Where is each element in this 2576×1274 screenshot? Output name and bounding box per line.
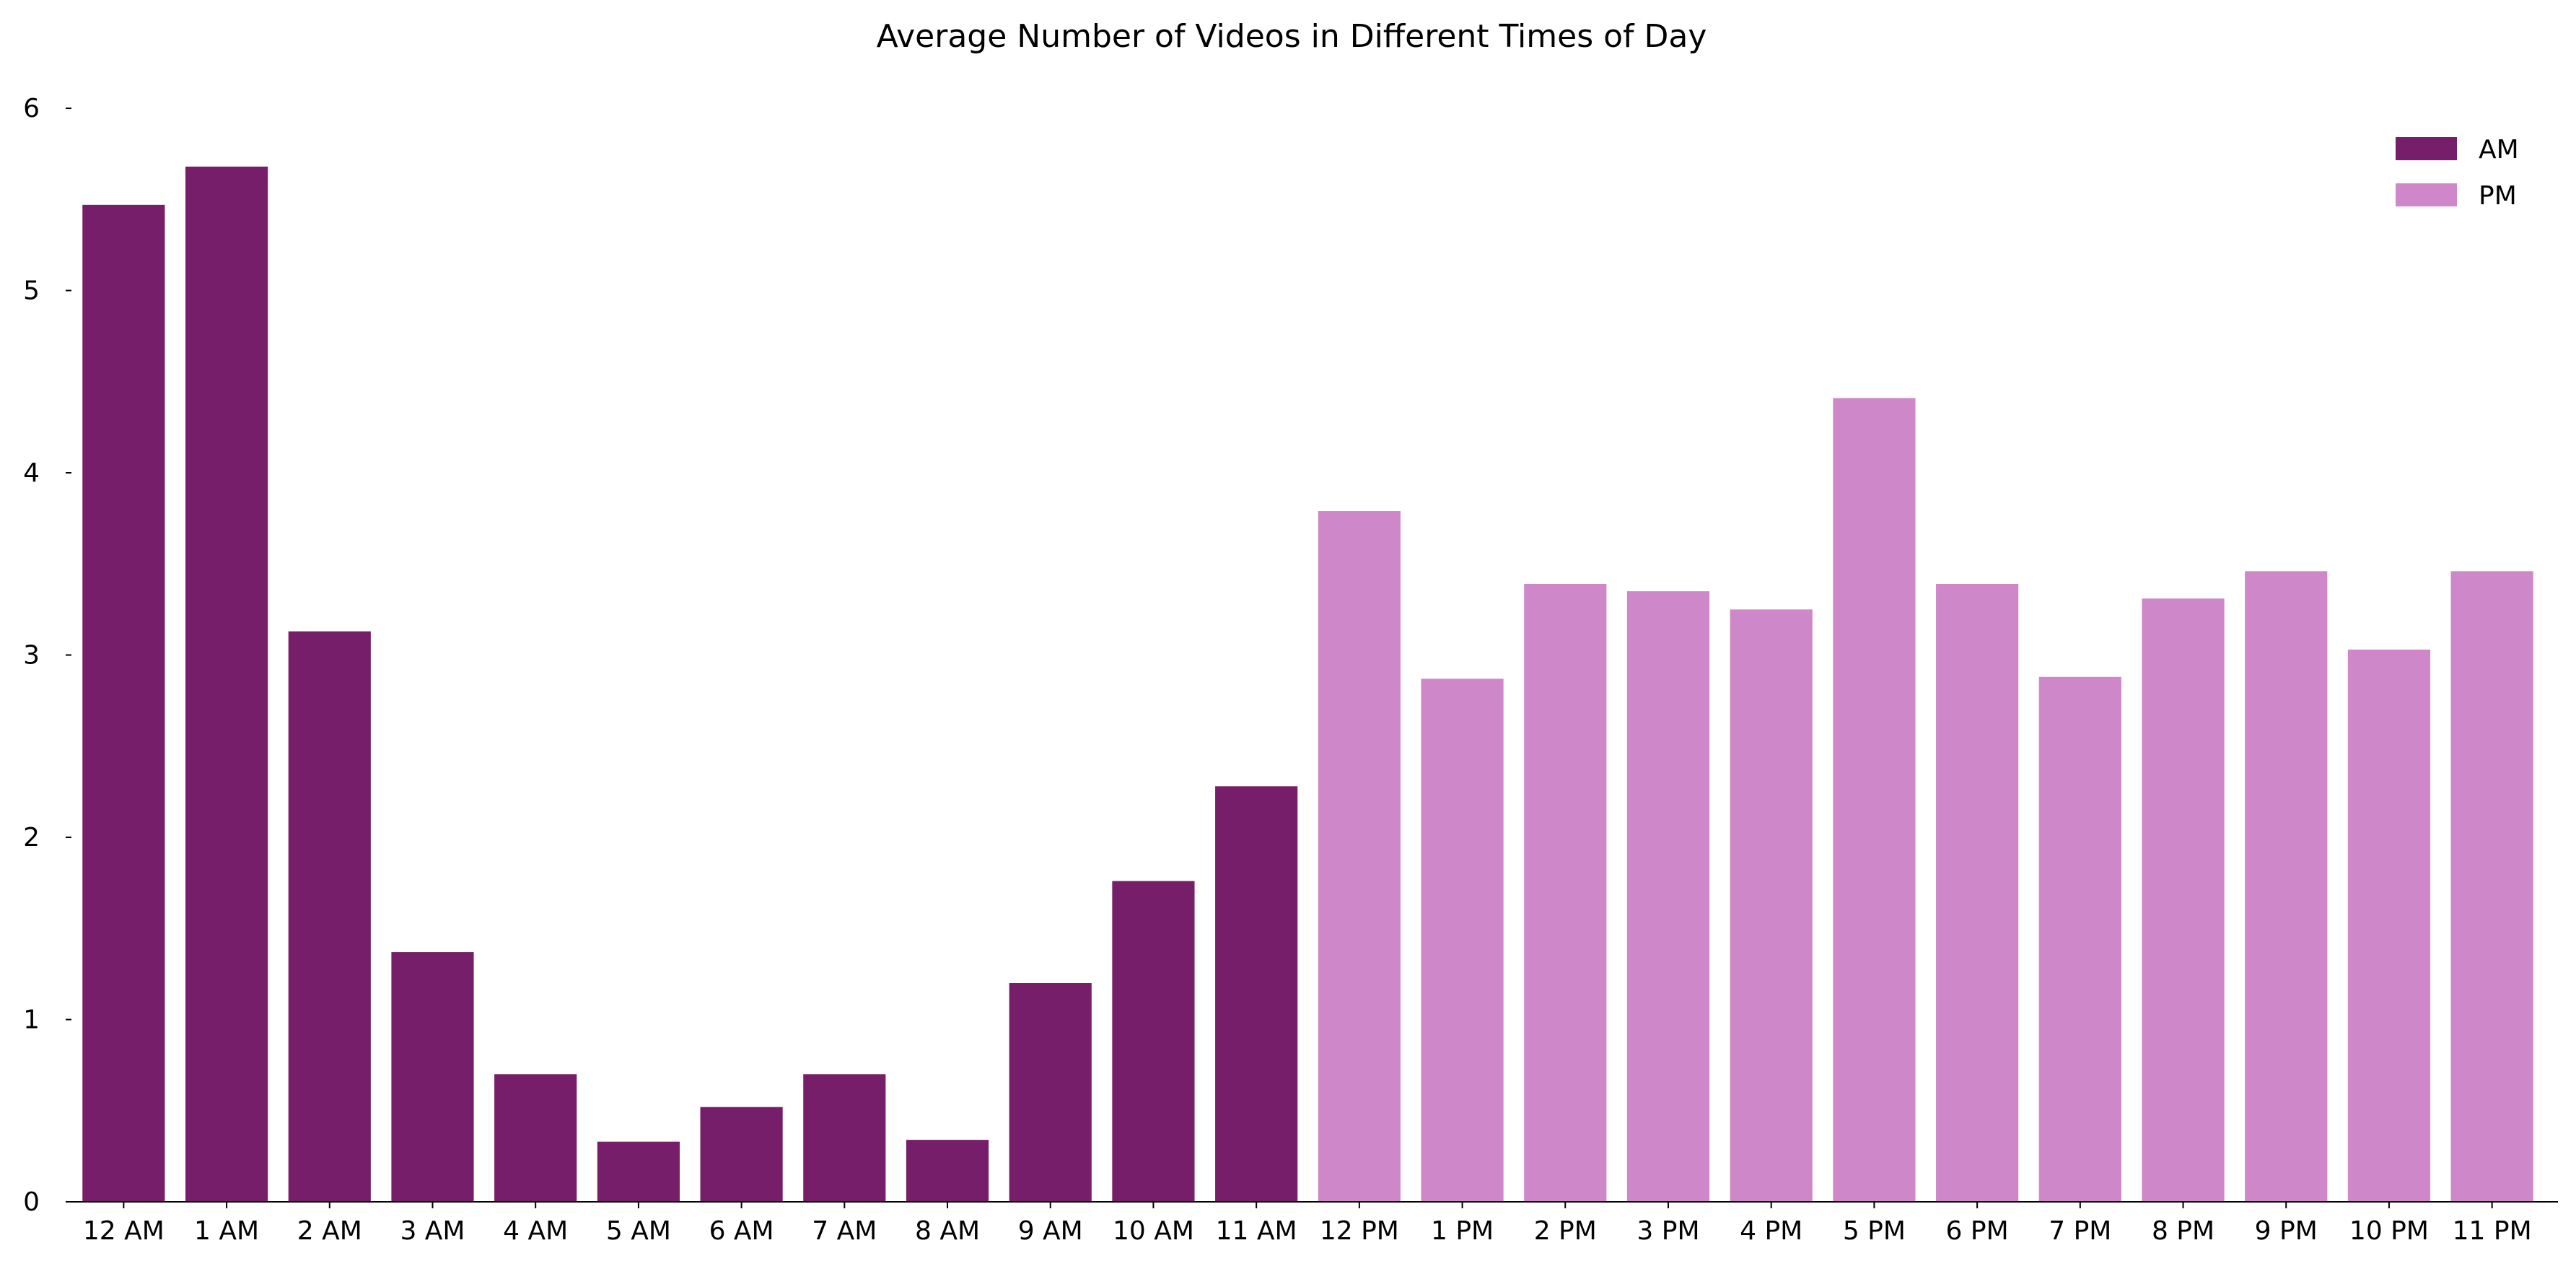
bar-4-pm [1730,609,1813,1202]
legend-swatch-pm [2396,183,2457,206]
x-tick-label: 11 AM [1216,1216,1297,1246]
x-tick-label: 7 AM [812,1216,877,1246]
y-tick-label: 6 [23,94,40,123]
bar-7-am [803,1074,886,1202]
x-tick-label: 2 AM [297,1216,362,1246]
chart-title: Average Number of Videos in Different Ti… [877,18,1707,55]
x-tick-label: 11 PM [2453,1216,2532,1246]
x-tick-label: 12 AM [83,1216,165,1246]
x-tick-label: 9 AM [1018,1216,1083,1246]
x-tick-label: 12 PM [1320,1216,1399,1246]
x-tick-label: 5 PM [1843,1216,1906,1246]
legend-swatch-am [2396,137,2457,160]
x-tick-label: 1 PM [1431,1216,1494,1246]
y-tick-label: 4 [23,458,40,488]
bar-9-pm [2245,571,2328,1202]
bar-1-am [185,166,268,1202]
x-tick-label: 5 AM [606,1216,671,1246]
bar-2-am [288,631,371,1202]
x-tick-label: 3 PM [1637,1216,1699,1246]
y-tick-label: 1 [23,1005,40,1035]
bar-5-am [597,1141,680,1202]
bar-9-am [1009,983,1092,1202]
bar-3-pm [1626,591,1710,1202]
legend-label-am: AM [2479,135,2519,165]
bars-group [82,166,2533,1203]
x-tick-label: 8 PM [2152,1216,2214,1246]
y-tick-label: 3 [23,641,40,671]
bar-11-am [1215,786,1298,1202]
bar-6-am [700,1107,783,1202]
x-tick-label: 7 PM [2049,1216,2111,1246]
y-tick-label: 2 [23,823,40,852]
x-tick-label: 9 PM [2255,1216,2318,1246]
legend: AM PM [2396,135,2519,211]
bar-6-pm [1936,584,2019,1202]
bar-1-pm [1421,679,1504,1202]
bar-11-pm [2450,571,2533,1202]
y-axis: 0 1 2 3 4 5 6 [23,94,71,1217]
x-tick-label: 4 AM [503,1216,568,1246]
x-tick-label: 6 AM [709,1216,774,1246]
x-tick-label: 4 PM [1740,1216,1802,1246]
bar-8-pm [2142,598,2225,1202]
legend-label-pm: PM [2479,181,2517,211]
x-tick-label: 8 AM [915,1216,980,1246]
x-tick-label: 10 PM [2349,1216,2429,1246]
x-tick-label: 10 AM [1113,1216,1194,1246]
bar-4-am [494,1074,577,1202]
bar-10-pm [2347,649,2431,1202]
x-axis: 12 AM 1 AM 2 AM 3 AM 4 AM 5 AM 6 AM 7 AM 8 AM 9 A… [71,1201,2558,1246]
x-tick-label: 1 AM [194,1216,259,1246]
bar-3-am [391,952,474,1202]
x-tick-label: 2 PM [1534,1216,1597,1246]
y-tick-label: 0 [23,1187,40,1217]
bar-10-am [1112,881,1195,1202]
bar-12-pm [1318,511,1401,1202]
bar-12-am [82,204,165,1203]
bar-8-am [906,1140,989,1202]
bar-7-pm [2038,676,2121,1202]
bar-2-pm [1524,584,1607,1202]
bar-5-pm [1833,398,1916,1202]
y-tick-label: 5 [23,276,40,306]
x-tick-label: 3 AM [400,1216,465,1246]
x-tick-label: 6 PM [1946,1216,2009,1246]
